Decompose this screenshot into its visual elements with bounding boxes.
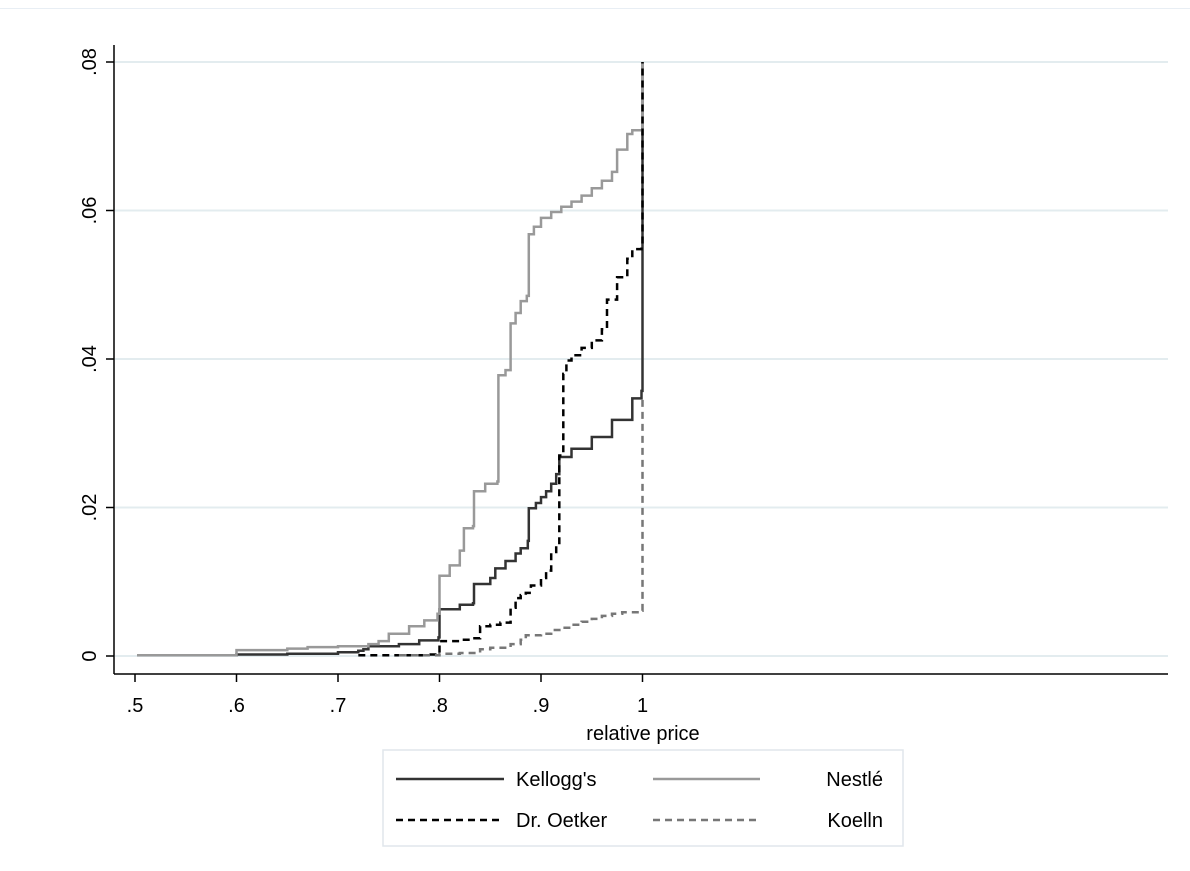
legend-label-kelloggs: Kellogg's bbox=[516, 769, 597, 791]
series-layer bbox=[137, 62, 644, 657]
y-tick-label-4: .08 bbox=[79, 48, 101, 76]
series-line-dr-oetker bbox=[358, 62, 644, 657]
y-tick-label-1: .02 bbox=[79, 494, 101, 522]
y-tick-label-3: .06 bbox=[79, 197, 101, 225]
x-tick-label-1: .6 bbox=[228, 695, 245, 717]
x-tick-label-5: 1 bbox=[637, 695, 648, 717]
y-tick-label-2: .04 bbox=[79, 345, 101, 373]
legend-label-koelln: Koelln bbox=[827, 810, 883, 832]
series-line-kelloggs bbox=[137, 62, 644, 657]
y-tick-label-0: 0 bbox=[79, 650, 101, 661]
x-axis-title: relative price bbox=[586, 723, 699, 745]
series-line-koelln bbox=[398, 396, 644, 657]
x-tick-label-2: .7 bbox=[330, 695, 347, 717]
x-tick-label-0: .5 bbox=[127, 695, 144, 717]
x-ticks: .5 .6 .7 .8 .9 1 bbox=[127, 674, 648, 717]
legend: Kellogg's Nestlé Dr. Oetker Koelln bbox=[382, 749, 904, 847]
x-tick-label-4: .9 bbox=[533, 695, 550, 717]
top-border-line bbox=[0, 8, 1190, 9]
legend-label-dr-oetker: Dr. Oetker bbox=[516, 810, 607, 832]
legend-label-nestle: Nestlé bbox=[826, 769, 883, 791]
x-tick-label-3: .8 bbox=[431, 695, 448, 717]
legend-box bbox=[382, 749, 904, 847]
series-line-nestle bbox=[137, 62, 644, 657]
y-ticks: 0 .02 .04 .06 .08 bbox=[79, 48, 114, 662]
